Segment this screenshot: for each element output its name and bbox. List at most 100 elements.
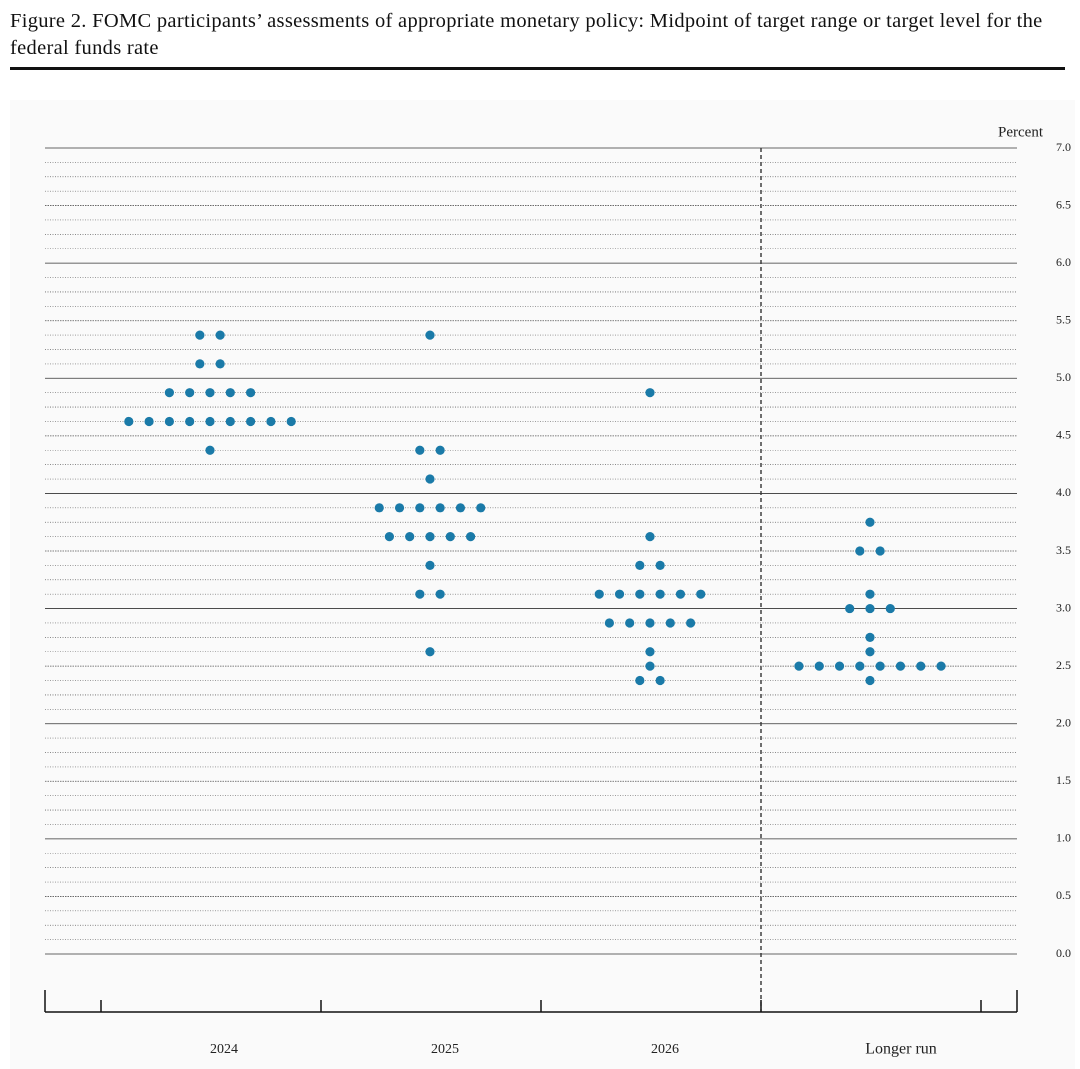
dot (635, 560, 645, 570)
dot (665, 618, 675, 628)
dot (394, 503, 405, 513)
dot (205, 416, 215, 427)
dot (185, 416, 195, 427)
dot (604, 618, 615, 628)
dot (686, 618, 696, 628)
dot (916, 661, 926, 671)
dot (425, 474, 435, 484)
y-tick-label: 0.0 (1056, 946, 1071, 960)
dot (215, 330, 225, 340)
title-rule (10, 67, 1065, 70)
dot (415, 445, 425, 455)
dot (885, 603, 895, 614)
y-tick-label: 6.0 (1056, 255, 1071, 269)
dot (405, 532, 415, 542)
dot (865, 675, 875, 686)
dot (124, 416, 134, 427)
y-tick-label: 6.5 (1056, 197, 1071, 211)
y-tick-label: 0.5 (1056, 888, 1071, 902)
dot (286, 416, 296, 427)
dot (794, 661, 804, 671)
dot (425, 330, 435, 340)
dot (415, 503, 425, 513)
dot (696, 589, 706, 599)
dot (266, 416, 276, 427)
dot (895, 661, 906, 671)
figure-title: Figure 2. FOMC participants’ assessments… (10, 10, 1043, 59)
y-tick-label: 4.0 (1056, 485, 1071, 499)
dot (655, 560, 665, 570)
dot (225, 416, 235, 427)
dot (814, 661, 824, 671)
dot (865, 517, 875, 527)
y-axis-label: Percent (998, 124, 1044, 140)
y-tick-label: 1.0 (1056, 831, 1071, 845)
dot (845, 603, 855, 614)
dot (645, 618, 655, 628)
y-tick-label: 4.5 (1056, 428, 1071, 442)
dot (246, 388, 256, 398)
dot (445, 532, 455, 542)
y-tick-label: 5.5 (1056, 312, 1071, 326)
dot (855, 661, 865, 671)
y-tick-label: 3.0 (1056, 600, 1071, 614)
y-tick-label: 7.0 (1056, 140, 1071, 154)
dot (655, 675, 665, 686)
dot (645, 647, 655, 657)
dot (936, 661, 946, 671)
dot (614, 589, 625, 599)
dot (425, 647, 435, 657)
dot (164, 416, 174, 427)
y-tick-label: 3.5 (1056, 543, 1071, 557)
dot (865, 632, 875, 642)
y-tick-label: 2.0 (1056, 715, 1071, 729)
x-tick-label: 2024 (210, 1042, 238, 1057)
dot (635, 589, 645, 599)
dot (246, 416, 256, 427)
dot (435, 589, 445, 599)
dot (185, 388, 195, 398)
dot (645, 388, 655, 398)
dot (384, 532, 394, 542)
dot (205, 445, 215, 455)
dot (425, 560, 435, 570)
dot (875, 546, 885, 556)
y-tick-label: 2.5 (1056, 658, 1071, 672)
dot (875, 661, 885, 671)
dot (374, 503, 384, 513)
dot (435, 503, 445, 513)
dot (415, 589, 425, 599)
dot (195, 330, 205, 340)
dot (435, 445, 445, 455)
dot (675, 589, 686, 599)
dot (625, 618, 635, 628)
dot (466, 532, 476, 542)
dot (855, 546, 865, 556)
dot (834, 661, 845, 671)
dot (225, 388, 235, 398)
dot (645, 661, 655, 671)
dot (144, 416, 154, 427)
x-tick-label: 2026 (651, 1042, 679, 1057)
dot (215, 359, 225, 369)
y-tick-label: 5.0 (1056, 370, 1071, 384)
dot (195, 359, 205, 369)
dot (645, 532, 655, 542)
dot (635, 675, 645, 686)
dot (205, 388, 215, 398)
y-tick-label: 1.5 (1056, 773, 1071, 787)
x-tick-label: Longer run (865, 1041, 937, 1058)
dot (476, 503, 486, 513)
dot (865, 589, 875, 599)
dot (455, 503, 466, 513)
dot (655, 589, 665, 599)
dot (594, 589, 604, 599)
dot (865, 647, 875, 657)
dot (164, 388, 174, 398)
dot (425, 532, 435, 542)
x-tick-label: 2025 (431, 1042, 459, 1057)
dot (865, 603, 875, 614)
plot-background (10, 100, 1075, 1069)
